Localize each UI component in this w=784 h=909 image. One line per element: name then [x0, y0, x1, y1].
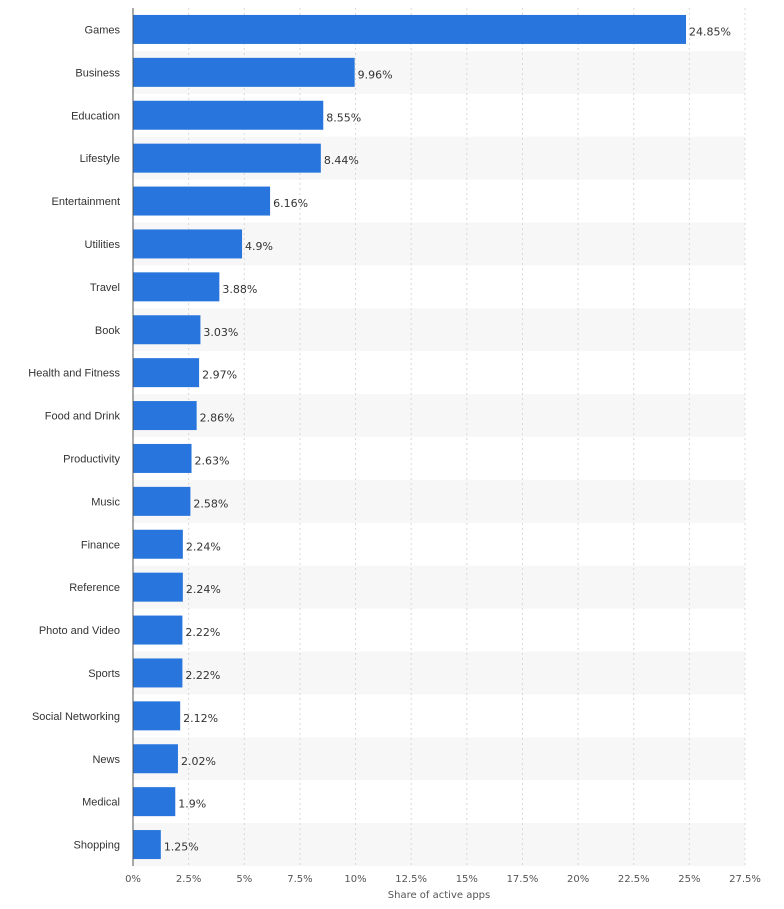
- row-band: [133, 565, 745, 609]
- row-bands: [133, 50, 745, 866]
- bar: [133, 443, 192, 473]
- x-tick-label: 0%: [125, 874, 141, 885]
- category-label: Music: [91, 496, 120, 508]
- bar: [133, 401, 197, 431]
- category-label: Finance: [81, 539, 120, 551]
- value-label: 4.9%: [245, 240, 273, 253]
- value-label: 2.97%: [202, 369, 237, 382]
- bar: [133, 143, 321, 173]
- bar: [133, 615, 183, 645]
- value-label: 2.22%: [185, 669, 220, 682]
- x-tick-label: 25%: [678, 874, 700, 885]
- value-label: 9.96%: [358, 68, 393, 81]
- x-tick-label: 12.5%: [395, 874, 427, 885]
- value-label: 2.86%: [200, 412, 235, 425]
- category-label: Shopping: [74, 840, 121, 852]
- bar: [133, 658, 183, 688]
- bars: [133, 14, 687, 860]
- value-label: 3.88%: [222, 283, 257, 296]
- bar: [133, 744, 178, 774]
- bar: [133, 358, 200, 388]
- category-label: Games: [85, 24, 121, 36]
- value-label: 1.25%: [164, 841, 199, 854]
- category-label: Health and Fitness: [28, 368, 120, 380]
- x-tick-label: 10%: [344, 874, 366, 885]
- category-label: Reference: [69, 582, 120, 594]
- value-label: 8.44%: [324, 154, 359, 167]
- value-label: 2.12%: [183, 712, 218, 725]
- category-label: Food and Drink: [45, 411, 121, 423]
- x-tick-label: 17.5%: [507, 874, 539, 885]
- value-label: 3.03%: [203, 326, 238, 339]
- x-tick-label: 22.5%: [618, 874, 650, 885]
- category-label: Book: [95, 325, 121, 337]
- value-label: 8.55%: [326, 111, 361, 124]
- category-label: News: [92, 754, 120, 766]
- bar: [133, 787, 176, 817]
- value-label: 2.63%: [195, 454, 230, 467]
- value-label: 1.9%: [178, 798, 206, 811]
- category-label: Education: [71, 110, 120, 122]
- value-label: 24.85%: [689, 25, 731, 38]
- x-tick-label: 2.5%: [176, 874, 201, 885]
- category-label: Sports: [88, 668, 120, 680]
- bar: [133, 57, 355, 87]
- x-tick-label: 7.5%: [287, 874, 312, 885]
- value-label: 2.02%: [181, 755, 216, 768]
- row-band: [133, 823, 745, 866]
- category-label: Business: [75, 67, 120, 79]
- bar: [133, 229, 243, 259]
- x-tick-label: 5%: [236, 874, 252, 885]
- category-label: Utilities: [85, 239, 121, 251]
- x-tick-labels: 0% 2.5% 5% 7.5% 10% 12.5% 15% 17.5% 20% 22.5% 25% 2…: [125, 874, 761, 885]
- value-label: 2.24%: [186, 583, 221, 596]
- bar: [133, 14, 687, 44]
- bar: [133, 100, 324, 130]
- category-label: Entertainment: [52, 196, 120, 208]
- bar: [133, 701, 181, 731]
- category-label: Productivity: [63, 453, 120, 465]
- row-band: [133, 651, 745, 695]
- category-label: Photo and Video: [39, 625, 120, 637]
- bar: [133, 830, 161, 860]
- category-label: Medical: [82, 797, 120, 809]
- category-label: Lifestyle: [80, 153, 120, 165]
- value-label: 2.22%: [185, 626, 220, 639]
- bar: [133, 486, 191, 516]
- bar: [133, 529, 183, 559]
- value-labels: 24.85% 9.96% 8.55% 8.44% 6.16% 4.9% 3.88% 3.03%…: [164, 25, 731, 853]
- value-label: 2.24%: [186, 540, 221, 553]
- row-band: [133, 394, 745, 437]
- category-label: Travel: [90, 282, 120, 294]
- row-band: [133, 737, 745, 781]
- bar: [133, 315, 201, 345]
- x-tick-label: 15%: [456, 874, 478, 885]
- row-band: [133, 308, 745, 352]
- x-tick-label: 20%: [567, 874, 589, 885]
- bar: [133, 272, 220, 302]
- row-band: [133, 479, 745, 523]
- bar: [133, 572, 183, 602]
- x-tick-label: 27.5%: [729, 874, 761, 885]
- gridlines: [188, 8, 746, 866]
- category-label: Social Networking: [32, 711, 120, 723]
- category-labels: Games Business Education Lifestyle Entertain…: [28, 24, 120, 851]
- bar: [133, 186, 271, 216]
- value-label: 2.58%: [193, 497, 228, 510]
- value-label: 6.16%: [273, 197, 308, 210]
- x-axis-title: Share of active apps: [388, 890, 490, 901]
